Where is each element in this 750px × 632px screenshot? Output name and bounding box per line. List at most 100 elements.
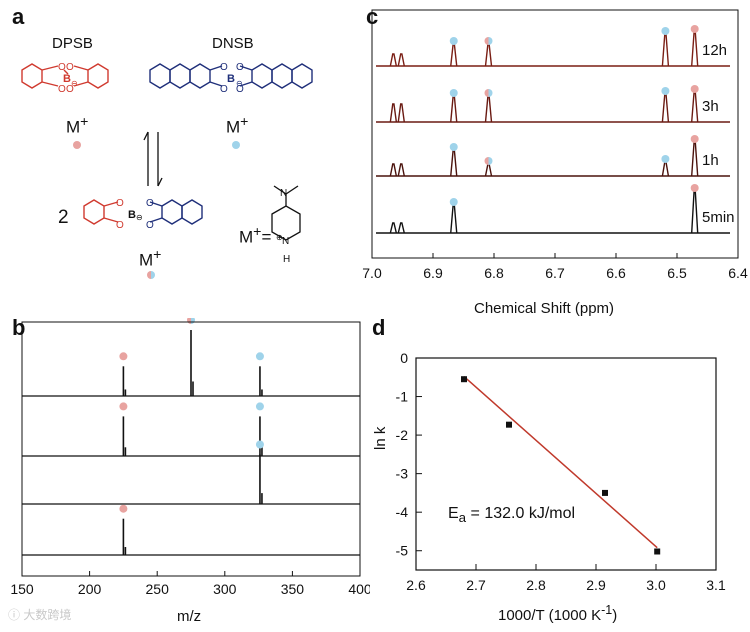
product-structure — [83, 199, 203, 225]
chart-c-peak-2-0 — [389, 163, 398, 177]
chart-d-ytick-label-0: 0 — [400, 350, 408, 366]
chart-c-marker-1-3-blue-half — [488, 89, 493, 97]
chart-c-xlabel: Chemical Shift (ppm) — [474, 300, 615, 317]
dnsb-structure — [149, 63, 313, 89]
chart-d-xtick-label-3: 2.9 — [586, 577, 606, 593]
chart-d-xlabel-sup: -1 — [601, 603, 613, 617]
chart-c-peak-1-3 — [484, 95, 493, 123]
watermark: ⓘ 大数跨境 — [8, 608, 72, 622]
product-o1: O — [116, 198, 124, 209]
chart-c-marker-3-3 — [690, 184, 699, 192]
chart-c-marker-1-2 — [449, 89, 458, 97]
chart-c-xtick-label-4: 6.6 — [606, 265, 626, 281]
chart-b-marker-0-1-red-half — [187, 318, 191, 324]
chart-c-peak-3-2 — [450, 204, 458, 234]
chart-c-peak-3-3 — [690, 190, 699, 234]
chart-c-nmr: 12h 3h 1h 5min 7.0 6.9 6.8 6.7 6.6 6.5 6.4 — [362, 9, 748, 281]
chart-c-peak-3-0 — [389, 222, 398, 234]
dpsb-minus: ⊖ — [71, 79, 78, 88]
chart-d-point-0 — [461, 376, 467, 383]
chart-c-peak-3-1 — [397, 222, 405, 234]
chart-d-annotation-sub: a — [458, 510, 467, 526]
panel-a-scheme: O O O O B ⊖ O O O O B ⊖ O O O O B — [21, 62, 313, 279]
chart-b-xlabel: m/z — [177, 608, 202, 625]
dnsb-boron: B — [227, 73, 235, 85]
chart-c-marker-2-4 — [661, 155, 670, 163]
chart-d-xtick-label-5: 3.1 — [706, 577, 726, 593]
dpsb-dot — [73, 141, 81, 149]
pyridinium-n-top: N — [280, 188, 287, 199]
chart-d-ytick-label-5: -5 — [396, 543, 409, 559]
chart-b-xtick-label-0: 150 — [10, 581, 34, 597]
chart-d-ytick-label-2: -2 — [396, 427, 409, 443]
chart-c-series-label-1: 3h — [702, 98, 719, 115]
cation-right-plus: + — [240, 114, 249, 130]
chart-c-xtick-label-2: 6.8 — [484, 265, 504, 281]
chart-d-point-1 — [506, 421, 512, 428]
coefficient: 2 — [58, 207, 69, 228]
dnsb-minus: ⊖ — [236, 79, 243, 88]
chart-c-marker-3-2 — [449, 198, 458, 206]
dnsb-o4: O — [236, 84, 244, 95]
chart-b-xtick-label-2: 250 — [146, 581, 170, 597]
chart-c-peak-2-4 — [661, 161, 670, 177]
cation-left: M+ — [66, 114, 89, 137]
chart-d-fit-line — [463, 375, 658, 549]
chart-b-marker-1-1 — [255, 402, 264, 411]
chart-d-point-3 — [654, 548, 661, 555]
chart-c-peak-0-4 — [661, 33, 670, 67]
chart-c-peak-1-5 — [690, 91, 699, 123]
chart-c-marker-2-3-blue-half — [488, 157, 493, 165]
chart-c-marker-0-2 — [449, 37, 458, 45]
chart-d-annotation: Ea = 132.0 kJ/mol — [448, 505, 576, 526]
chart-c-marker-1-3-red-half — [484, 89, 489, 97]
product-dot — [147, 271, 155, 279]
cation-definition: M+= — [239, 224, 272, 247]
dpsb-label: DPSB — [52, 35, 93, 52]
chart-c-peak-0-5 — [690, 31, 699, 67]
dnsb-o3: O — [236, 62, 244, 73]
chart-d-xlabel-end: ) — [612, 607, 618, 624]
chart-c-marker-2-3-red-half — [484, 157, 489, 165]
chart-c-peak-0-0 — [389, 53, 398, 67]
chart-c-series-label-2: 1h — [702, 152, 719, 169]
dnsb-o1: O — [220, 62, 228, 73]
chart-c-peak-2-2 — [450, 149, 458, 177]
chart-d-xtick-label-0: 2.6 — [406, 577, 426, 593]
cation-product-plus: + — [153, 247, 162, 263]
dnsb-label: DNSB — [212, 35, 254, 52]
chart-c-series-label-3: 5min — [702, 209, 735, 226]
chart-b-frame — [21, 321, 361, 577]
chart-c-marker-0-5 — [690, 25, 699, 33]
chart-b-xtick-label-5: 400 — [348, 581, 370, 597]
chart-b-marker-0-1-blue-half — [191, 318, 195, 324]
chart-c-xtick-label-3: 6.7 — [545, 265, 565, 281]
chart-d-ytick-label-3: -3 — [396, 466, 409, 482]
chart-d-frame — [415, 357, 717, 571]
equilibrium-arrows — [143, 131, 163, 187]
chart-c-peak-1-1 — [397, 103, 405, 123]
chart-c-peak-2-3 — [484, 163, 493, 177]
chart-d-annotation-rest: = 132.0 kJ/mol — [466, 505, 576, 522]
chart-c-marker-0-4 — [661, 27, 670, 35]
chart-c-marker-2-5 — [690, 135, 699, 143]
panel-letter-a: a — [12, 4, 25, 29]
chart-d-xtick-label-1: 2.7 — [466, 577, 486, 593]
panel-letter-d: d — [372, 315, 386, 340]
chart-c-xtick-label-0: 7.0 — [362, 265, 382, 281]
chart-d-ytick-label-4: -4 — [396, 504, 409, 520]
chart-c-marker-1-4 — [661, 87, 670, 95]
dpsb-o4: O — [66, 84, 74, 95]
chart-c-peak-2-5 — [690, 141, 699, 177]
product-boron: B — [128, 209, 136, 221]
dpsb-boron: B — [63, 73, 71, 85]
chart-b-marker-0-2 — [255, 352, 264, 361]
product-o4: O — [146, 220, 154, 231]
chart-d-point-2 — [602, 489, 608, 496]
chart-d-xlabel: 1000/T (1000 K-1) — [498, 603, 618, 624]
chart-b-mass-spectra: 150 200 250 300 350 400 — [10, 318, 370, 597]
chart-c-xtick-label-6: 6.4 — [728, 265, 748, 281]
chart-d-arrhenius: 2.6 2.7 2.8 2.9 3.0 3.1 0 -1 -2 -3 -4 -5 — [396, 350, 726, 593]
dpsb-o2: O — [58, 84, 66, 95]
chart-b-xtick-label-3: 300 — [213, 581, 237, 597]
